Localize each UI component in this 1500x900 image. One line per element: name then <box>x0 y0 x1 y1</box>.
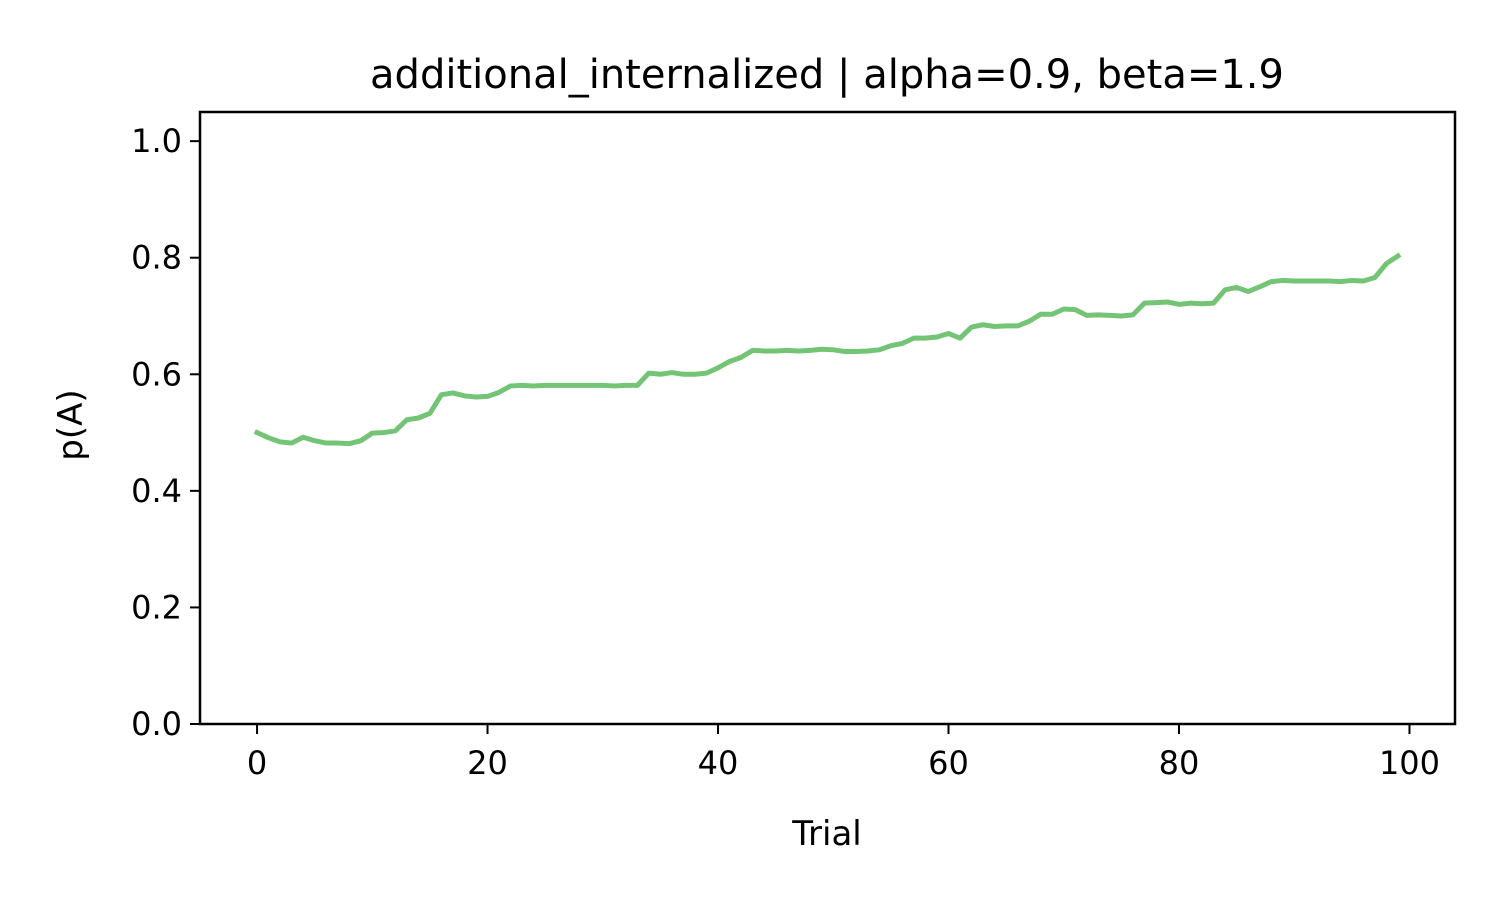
x-tick-label: 100 <box>1379 744 1440 782</box>
series-line <box>253 252 1402 447</box>
y-tick-label: 1.0 <box>131 122 182 160</box>
axes-frame <box>198 110 1457 726</box>
y-tick-label: 0.6 <box>131 355 182 393</box>
y-axis-label: p(A) <box>51 389 91 460</box>
y-tick-label: 0.4 <box>131 472 182 510</box>
x-axis-label: Trial <box>791 814 861 854</box>
x-tick-label: 60 <box>928 744 969 782</box>
y-tick-label: 0.0 <box>131 705 182 743</box>
x-tick-label: 80 <box>1159 744 1200 782</box>
x-tick-label: 40 <box>698 744 739 782</box>
x-axis: 0 20 40 60 80 100 <box>247 724 1440 782</box>
x-tick-label: 0 <box>247 744 267 782</box>
y-tick-label: 0.8 <box>131 239 182 277</box>
chart-title: additional_internalized | alpha=0.9, bet… <box>370 52 1284 98</box>
y-tick-label: 0.2 <box>131 588 182 626</box>
x-tick-label: 20 <box>467 744 508 782</box>
y-axis: 0.0 0.2 0.4 0.6 0.8 1.0 <box>131 122 200 743</box>
plot-area <box>253 252 1402 447</box>
